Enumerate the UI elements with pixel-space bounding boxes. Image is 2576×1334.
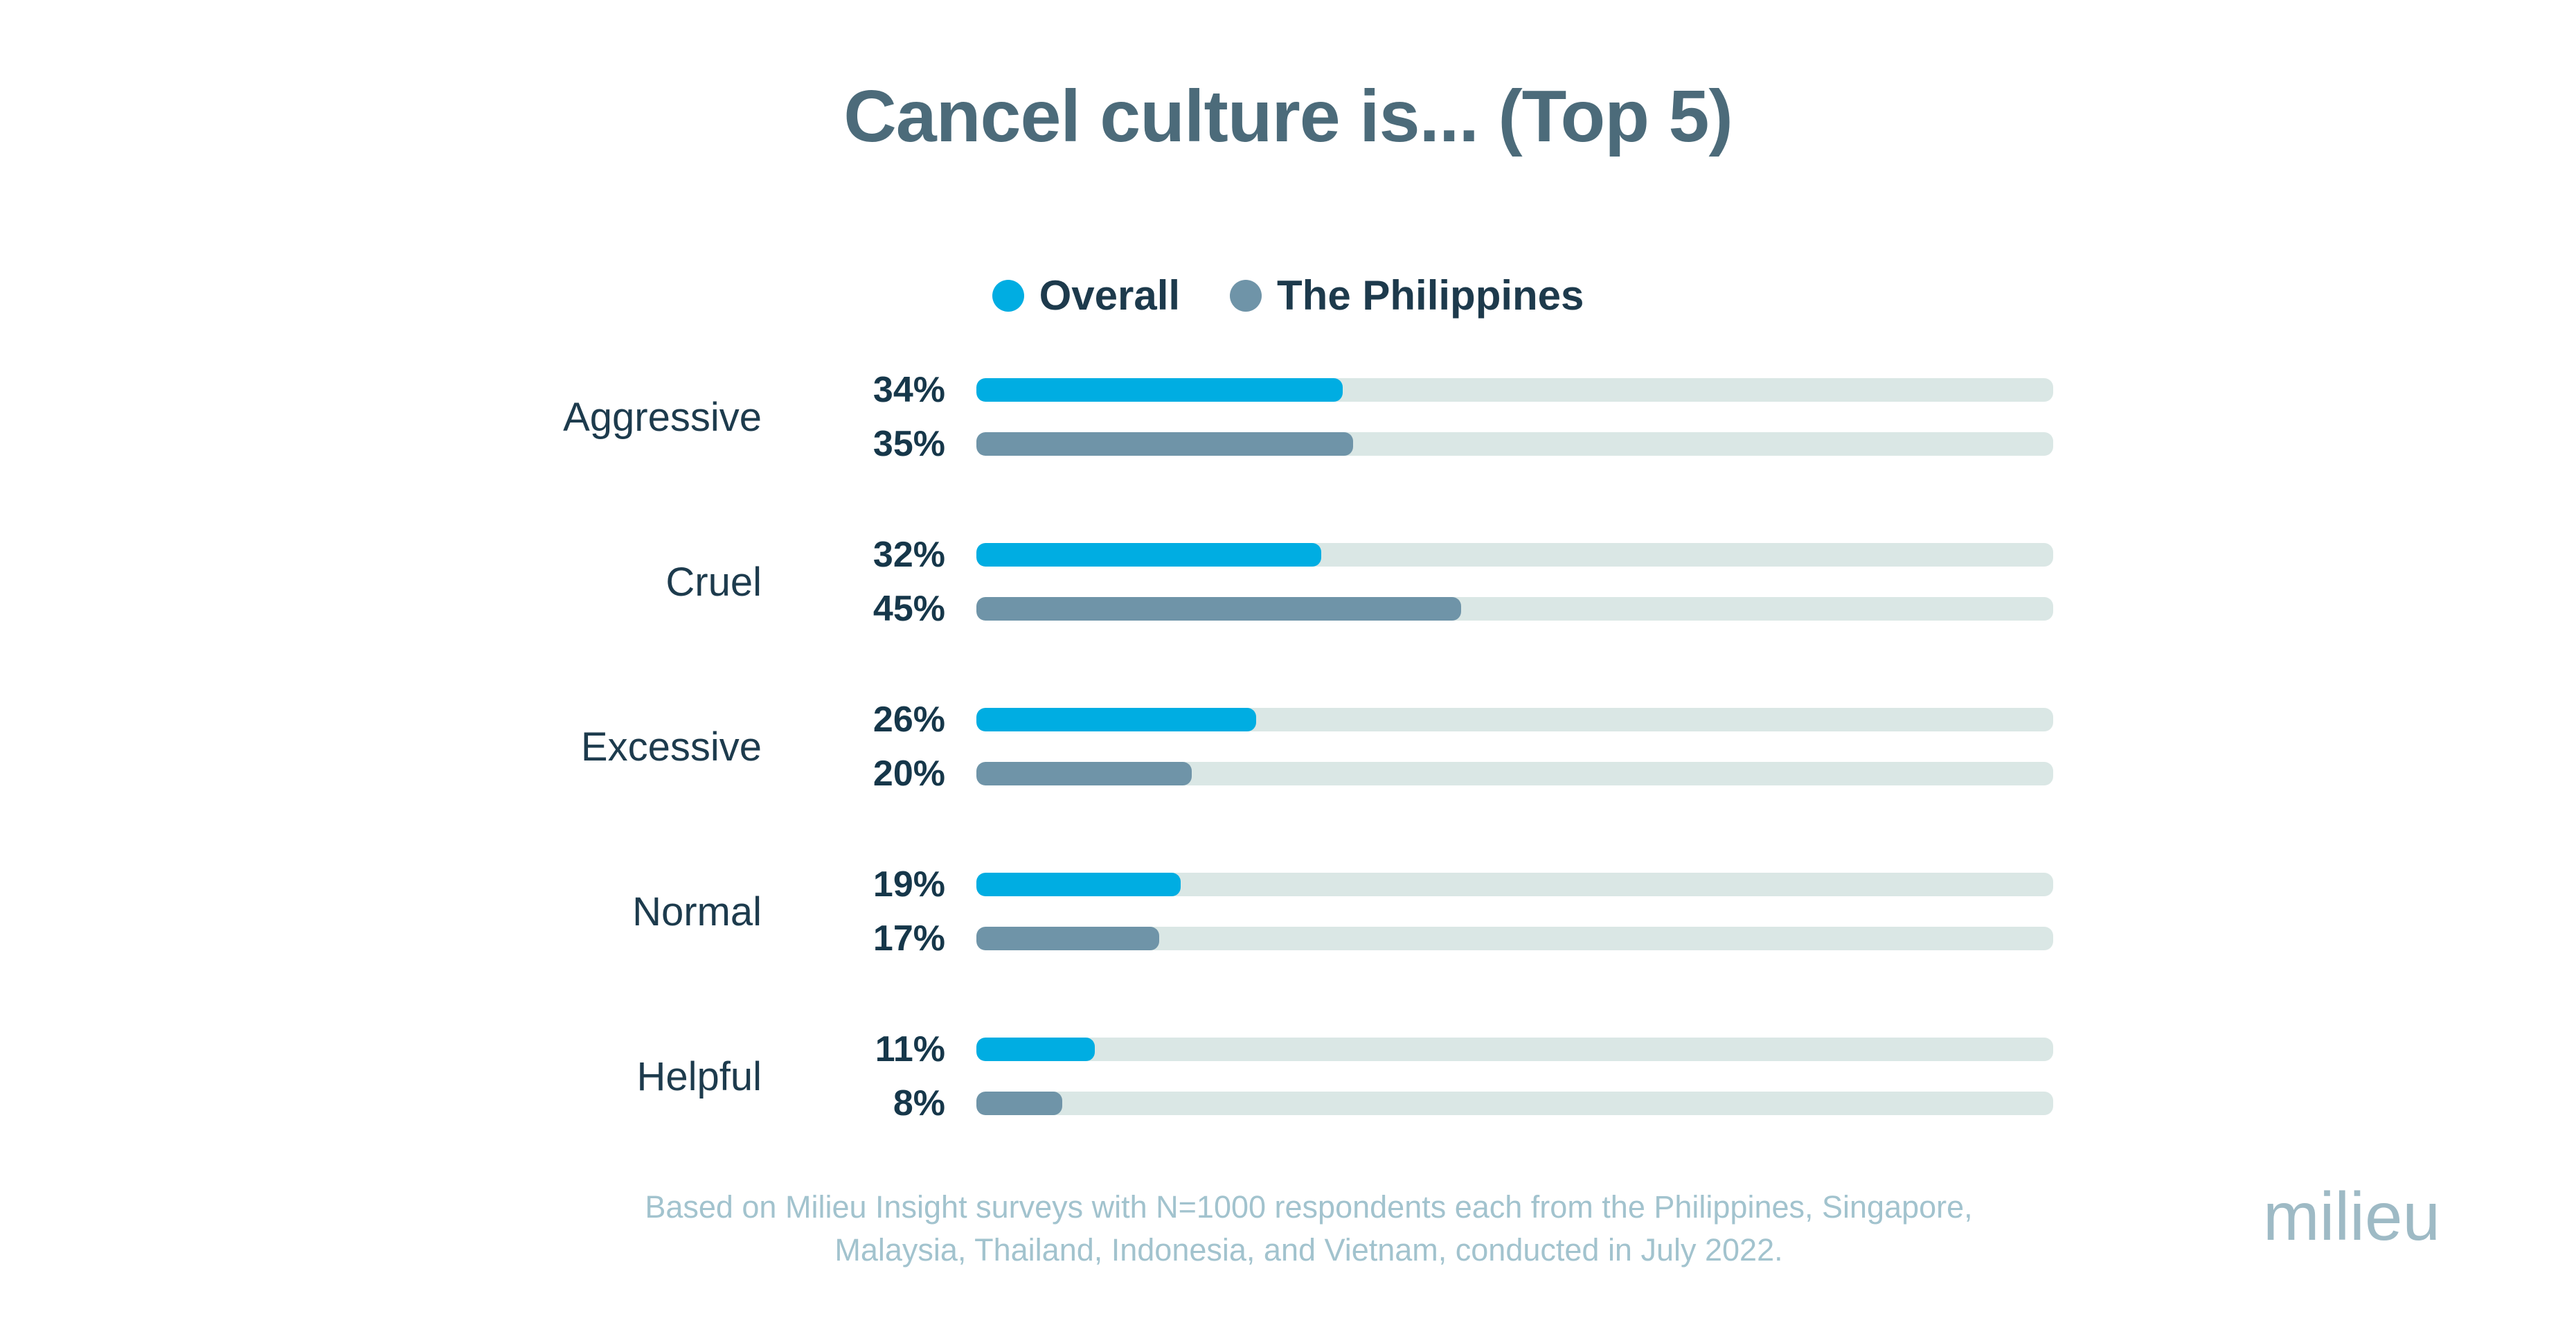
bar-pair: 32% 45% [762,535,2053,629]
bar-track [976,597,2053,621]
chart-legend: Overall The Philippines [0,272,2576,319]
bar-track [976,762,2053,785]
category-label: Cruel [665,559,762,605]
bar-line-overall: 34% [762,370,2053,410]
category-row-excessive: Excessive 26% 20% [485,700,2053,794]
bar-fill [976,1038,1095,1061]
bar-fill [976,1092,1063,1115]
legend-item-overall: Overall [992,272,1180,319]
bar-fill [976,597,1461,621]
category-label: Normal [632,889,762,934]
source-footnote-line2: Malaysia, Thailand, Indonesia, and Vietn… [834,1232,1783,1268]
bar-track [976,1038,2053,1061]
bar-chart: Aggressive 34% 35% Cruel 32% 45% Excessive 26% 2… [485,370,2053,1123]
bar-line-the-philippines: 20% [762,754,2053,794]
category-row-cruel: Cruel 32% 45% [485,535,2053,629]
bar-fill [976,927,1160,950]
legend-label-philippines: The Philippines [1277,272,1584,319]
legend-dot-overall-icon [992,279,1024,312]
bar-fill [976,432,1354,456]
legend-label-overall: Overall [1039,272,1181,319]
category-label: Aggressive [563,394,762,440]
category-label: Helpful [636,1053,762,1099]
bar-fill [976,378,1343,402]
bar-track [976,708,2053,731]
category-row-helpful: Helpful 11% 8% [485,1029,2053,1123]
category-label: Excessive [580,724,762,770]
bar-pair: 19% 17% [762,864,2053,959]
legend-dot-philippines-icon [1230,279,1262,312]
bar-track [976,543,2053,567]
bar-value-label: 19% [873,864,945,905]
bar-value-label: 34% [873,370,945,410]
bar-pair: 34% 35% [762,370,2053,464]
bar-value-label: 8% [893,1083,945,1123]
bar-line-the-philippines: 8% [762,1083,2053,1123]
bar-value-label: 11% [875,1029,945,1069]
bar-track [976,378,2053,402]
source-footnote: Based on Milieu Insight surveys with N=1… [0,1186,2576,1272]
bar-fill [976,873,1181,896]
bar-value-label: 35% [873,424,945,464]
milieu-logo: milieu [2263,1178,2440,1254]
category-row-normal: Normal 19% 17% [485,864,2053,959]
chart-title: Cancel culture is... (Top 5) [843,75,1733,157]
bar-line-overall: 19% [762,864,2053,905]
bar-value-label: 20% [873,754,945,794]
bar-value-label: 32% [873,535,945,575]
category-row-aggressive: Aggressive 34% 35% [485,370,2053,464]
bar-fill [976,762,1192,785]
bar-fill [976,708,1257,731]
bar-pair: 11% 8% [762,1029,2053,1123]
bar-fill [976,543,1321,567]
bar-track [976,1092,2053,1115]
bar-line-overall: 11% [762,1029,2053,1069]
bar-pair: 26% 20% [762,700,2053,794]
bar-track [976,873,2053,896]
bar-track [976,432,2053,456]
bar-track [976,927,2053,950]
bar-line-the-philippines: 17% [762,918,2053,959]
bar-value-label: 17% [873,918,945,959]
bar-value-label: 45% [873,589,945,629]
bar-line-overall: 32% [762,535,2053,575]
bar-line-the-philippines: 35% [762,424,2053,464]
bar-value-label: 26% [873,700,945,740]
legend-item-philippines: The Philippines [1230,272,1584,319]
bar-line-the-philippines: 45% [762,589,2053,629]
bar-line-overall: 26% [762,700,2053,740]
source-footnote-line1: Based on Milieu Insight surveys with N=1… [645,1189,1973,1225]
